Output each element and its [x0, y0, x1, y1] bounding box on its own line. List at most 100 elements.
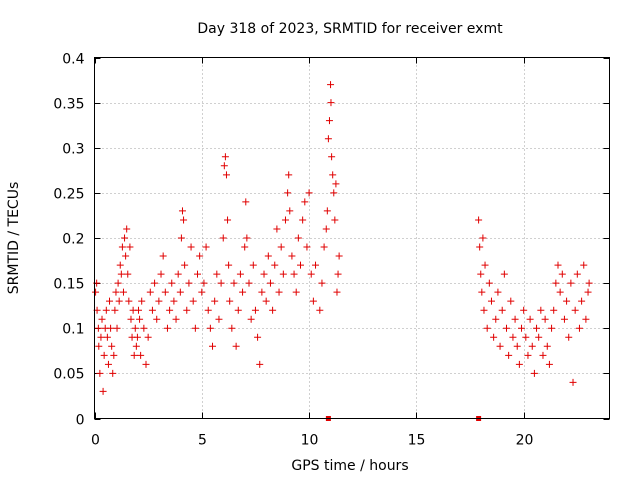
data-point [580, 261, 588, 269]
data-point [284, 189, 292, 197]
data-point [228, 324, 236, 332]
data-point [258, 288, 266, 296]
data-point [309, 297, 317, 305]
data-point [153, 315, 161, 323]
data-point [132, 342, 140, 350]
data-point [307, 270, 315, 278]
data-point [151, 279, 159, 287]
data-point [560, 315, 568, 323]
y-tick-label: 0 [76, 413, 85, 429]
data-point [99, 387, 107, 395]
data-point [518, 324, 526, 332]
data-point [185, 279, 193, 287]
data-point [541, 315, 549, 323]
data-point [509, 333, 517, 341]
x-tick-label: 5 [198, 433, 207, 449]
data-point [95, 342, 103, 350]
data-point [106, 297, 114, 305]
data-point [142, 360, 150, 368]
data-point [513, 342, 521, 350]
data-point [573, 270, 581, 278]
data-point [124, 270, 132, 278]
x-axis-label: GPS time / hours [291, 458, 408, 474]
data-point [477, 270, 485, 278]
data-point [112, 288, 120, 296]
data-point [215, 315, 223, 323]
data-point [202, 243, 210, 251]
data-point [498, 306, 506, 314]
data-point [239, 288, 247, 296]
y-tick-label: 0.2 [62, 232, 84, 248]
data-point [548, 324, 556, 332]
data-point [234, 306, 242, 314]
data-point [119, 288, 127, 296]
y-tick-label: 0.35 [53, 97, 84, 113]
data-point [264, 252, 272, 260]
data-point [500, 270, 508, 278]
data-point [479, 234, 487, 242]
data-point [198, 288, 206, 296]
data-point [332, 180, 340, 188]
data-point [273, 225, 281, 233]
data-point [505, 351, 513, 359]
data-point [285, 171, 293, 179]
y-tick-label: 0.1 [62, 322, 84, 338]
data-point [303, 243, 311, 251]
data-point [492, 315, 500, 323]
data-point [155, 297, 163, 305]
data-point [301, 198, 309, 206]
data-point [134, 306, 142, 314]
data-point [290, 270, 298, 278]
data-point [204, 306, 212, 314]
data-point [271, 261, 279, 269]
x-tick-label: 20 [516, 433, 534, 449]
data-point [552, 279, 560, 287]
data-point [496, 342, 504, 350]
data-point [236, 270, 244, 278]
data-point [176, 288, 184, 296]
plot-frame [94, 57, 610, 419]
data-point [537, 306, 545, 314]
data-point [487, 297, 495, 305]
data-point [117, 270, 125, 278]
data-point [159, 252, 167, 260]
data-point [116, 261, 124, 269]
data-point [249, 261, 257, 269]
data-point [118, 243, 126, 251]
data-point [483, 324, 491, 332]
y-tick-label: 0.25 [53, 187, 84, 203]
data-point [279, 270, 287, 278]
data-point [200, 279, 208, 287]
data-point [335, 252, 343, 260]
data-point [476, 243, 484, 251]
data-point [323, 207, 331, 215]
data-point [180, 216, 188, 224]
data-point [327, 81, 335, 89]
data-point [172, 315, 180, 323]
y-tick-label: 0.4 [62, 52, 84, 68]
data-point [168, 279, 176, 287]
data-point [539, 351, 547, 359]
data-point [294, 234, 302, 242]
data-point [217, 279, 225, 287]
data-point [333, 288, 341, 296]
data-point [241, 243, 249, 251]
data-point [571, 306, 579, 314]
data-point [226, 297, 234, 305]
data-point [230, 279, 238, 287]
data-point [330, 189, 338, 197]
data-point [334, 270, 342, 278]
data-point [148, 306, 156, 314]
data-point [133, 333, 141, 341]
data-point-layer [92, 81, 593, 395]
data-point [115, 297, 123, 305]
data-point [121, 234, 129, 242]
data-point [100, 351, 108, 359]
data-point [144, 333, 152, 341]
data-point [232, 342, 240, 350]
data-point [125, 297, 133, 305]
data-point [567, 279, 575, 287]
data-point [254, 333, 262, 341]
data-point [515, 360, 523, 368]
data-point [245, 279, 253, 287]
